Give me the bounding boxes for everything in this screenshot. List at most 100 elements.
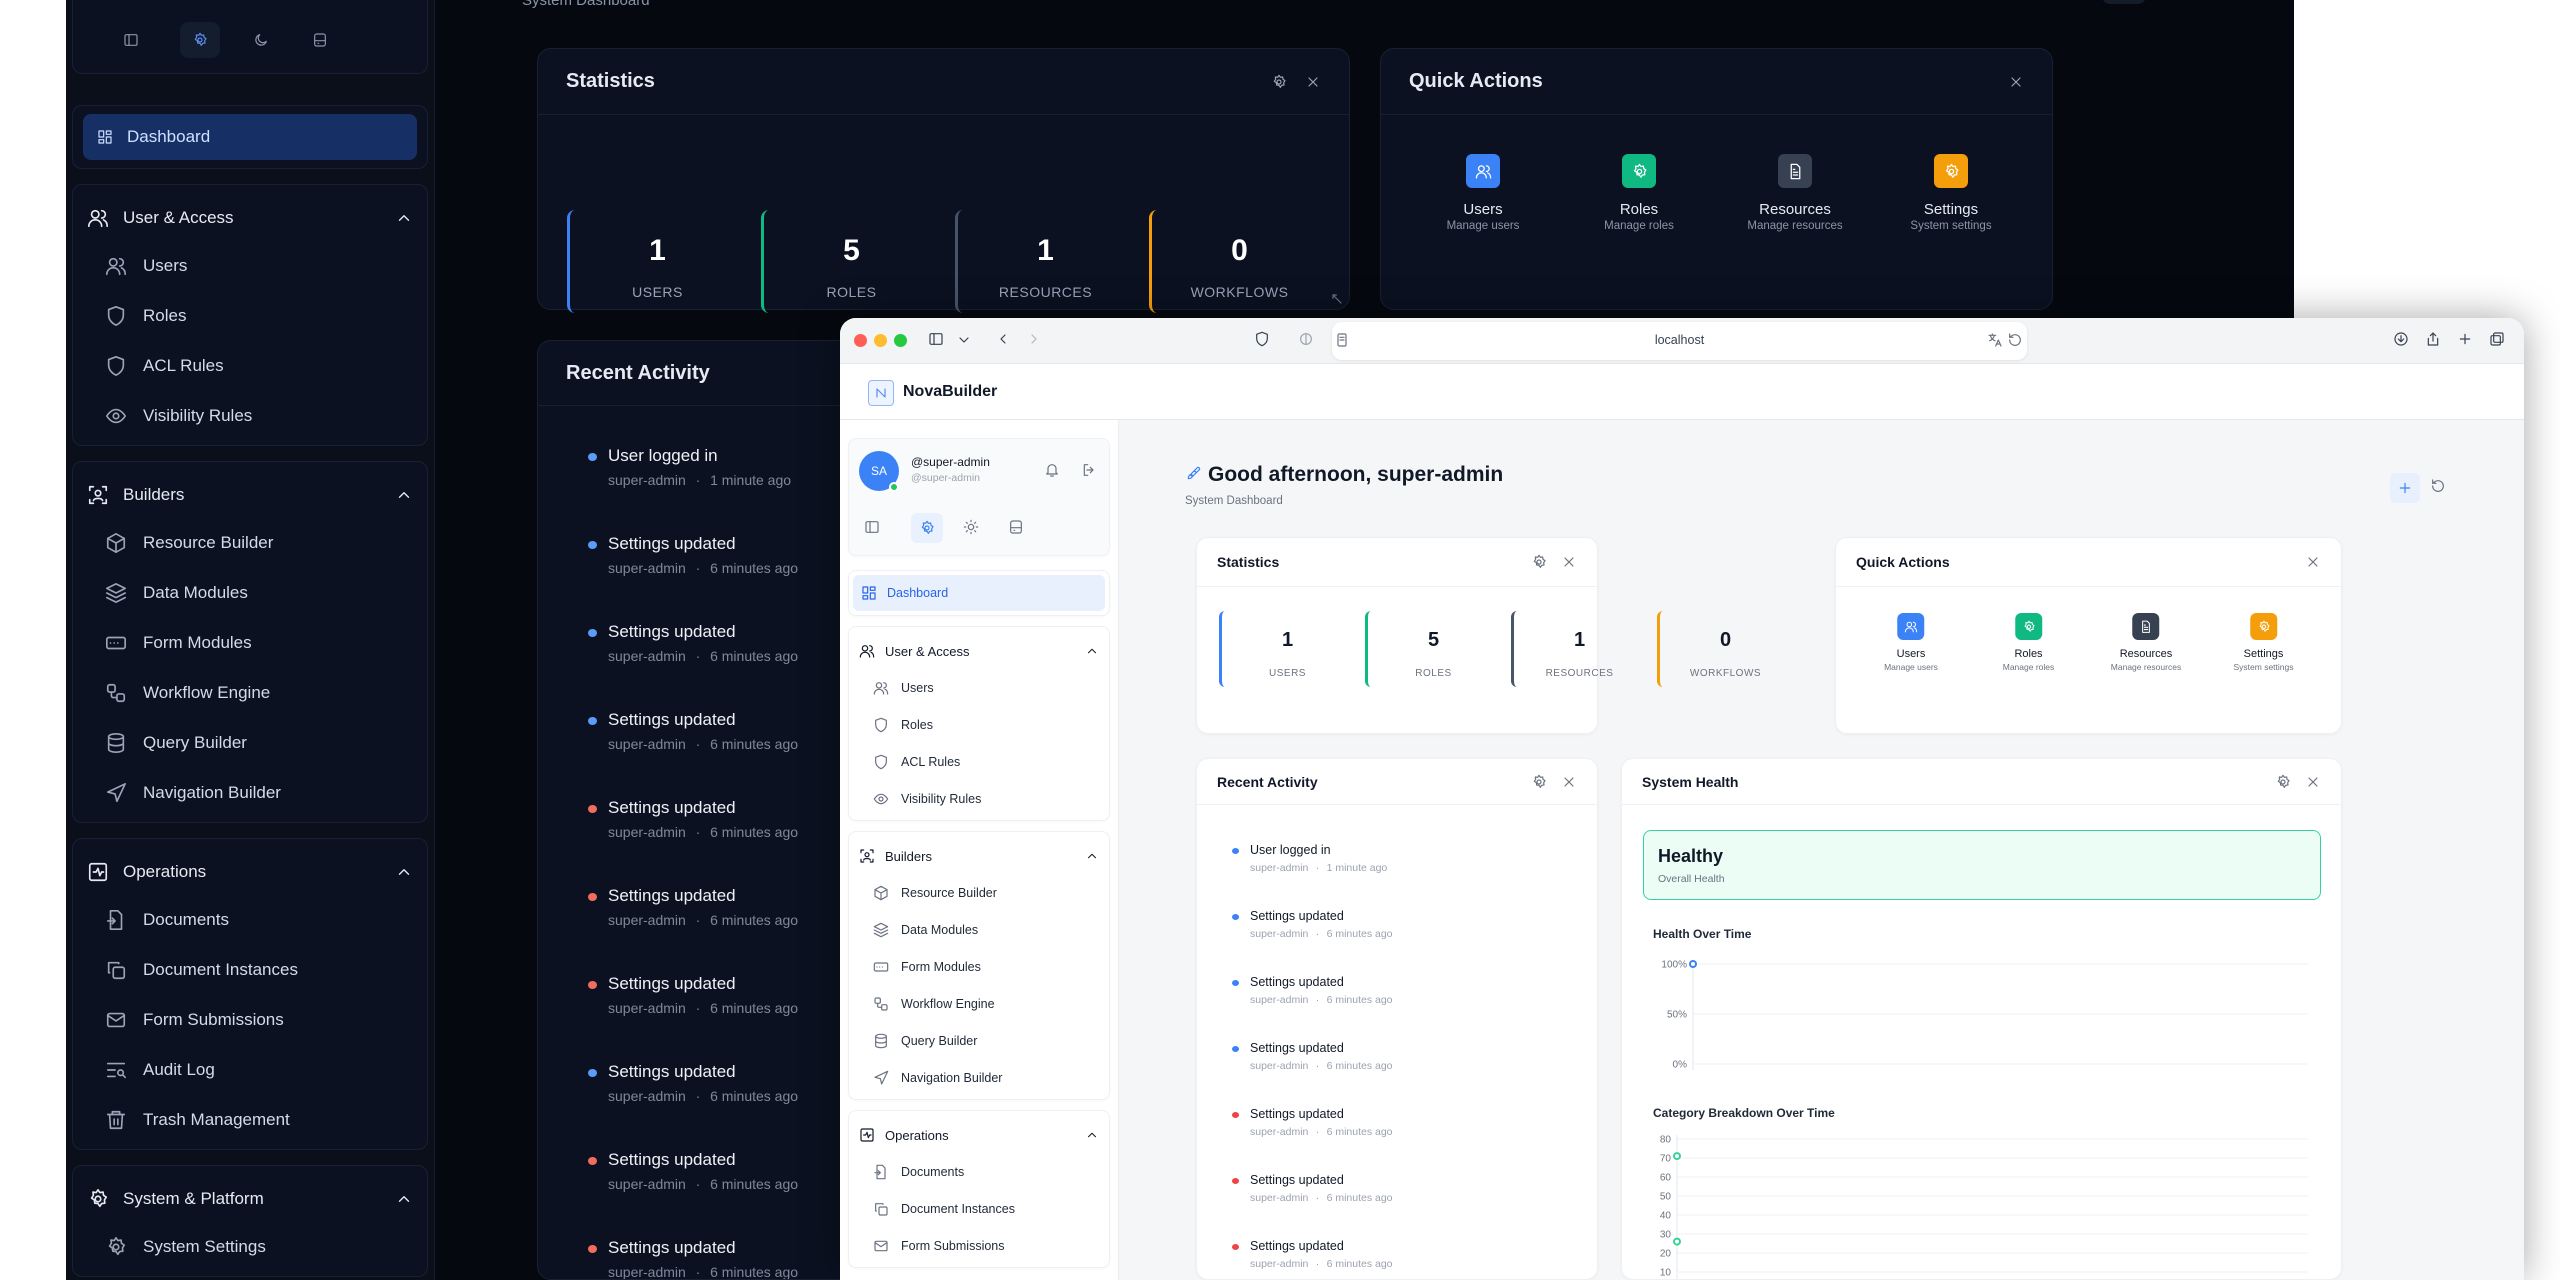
collapse-sidebar-icon[interactable] bbox=[111, 22, 151, 58]
sidebar-item[interactable]: Documents bbox=[73, 895, 427, 945]
close-icon[interactable] bbox=[1561, 554, 1577, 570]
sidebar-item[interactable]: System Settings bbox=[73, 1222, 427, 1272]
gear-icon[interactable] bbox=[1531, 554, 1547, 570]
translate-icon[interactable] bbox=[1987, 332, 2003, 348]
gear-icon[interactable] bbox=[1271, 74, 1287, 90]
close-icon[interactable] bbox=[2305, 774, 2321, 790]
quick-action-users[interactable]: Users Manage users bbox=[1852, 613, 1970, 672]
refresh-button[interactable] bbox=[2430, 478, 2446, 494]
activity-item[interactable]: Settings updated super-admin · 6 minutes a… bbox=[538, 974, 1349, 1019]
quick-action-resources[interactable]: Resources Manage resources bbox=[1717, 154, 1873, 232]
quick-action-roles[interactable]: Roles Manage roles bbox=[1561, 154, 1717, 232]
activity-item[interactable]: Settings updated super-admin · 6 minutes a… bbox=[538, 622, 1349, 667]
tab-overview-icon[interactable] bbox=[2489, 331, 2505, 347]
section-header-toggle[interactable]: User & Access bbox=[73, 195, 427, 241]
inbox-icon[interactable] bbox=[1008, 519, 1024, 535]
section-header-toggle[interactable]: Operations bbox=[73, 849, 427, 895]
moon-icon[interactable] bbox=[241, 22, 281, 58]
stat-workflows[interactable]: 0 WORKFLOWS bbox=[1149, 210, 1327, 313]
activity-item[interactable]: Settings updated super-admin · 6 minutes a… bbox=[538, 798, 1349, 843]
sidebar-item[interactable]: Query Builder bbox=[849, 1022, 1109, 1059]
sidebar-item[interactable]: Form Modules bbox=[849, 948, 1109, 985]
reader-icon[interactable] bbox=[1298, 331, 1314, 347]
activity-item[interactable]: Settings updated super-admin · 6 minutes a… bbox=[1197, 1041, 1597, 1074]
sidebar-item[interactable]: Form Submissions bbox=[849, 1227, 1109, 1264]
quick-action-roles[interactable]: Roles Manage roles bbox=[1970, 613, 2088, 672]
sidebar-item-dashboard[interactable]: Dashboard bbox=[83, 114, 417, 160]
new-tab-icon[interactable] bbox=[2457, 331, 2473, 347]
close-window-button[interactable] bbox=[854, 334, 867, 347]
sidebar-item[interactable]: Trash Management bbox=[73, 1095, 427, 1145]
activity-item[interactable]: Settings updated super-admin · 6 minutes a… bbox=[538, 710, 1349, 755]
sidebar-item[interactable]: Document Instances bbox=[849, 1190, 1109, 1227]
share-icon[interactable] bbox=[2425, 331, 2441, 347]
sidebar-item[interactable]: Audit Log bbox=[73, 1045, 427, 1095]
settings-mode-icon[interactable] bbox=[911, 513, 943, 543]
activity-item[interactable]: User logged in super-admin · 1 minute ago bbox=[1197, 843, 1597, 876]
sidebar-item[interactable]: Roles bbox=[849, 706, 1109, 743]
sidebar-item[interactable]: Visibility Rules bbox=[849, 780, 1109, 817]
activity-item[interactable]: Settings updated super-admin · 6 minutes a… bbox=[1197, 1239, 1597, 1272]
gear-icon[interactable] bbox=[1531, 774, 1547, 790]
sidebar-item[interactable]: Resource Builder bbox=[849, 874, 1109, 911]
sun-icon[interactable] bbox=[963, 519, 979, 535]
quick-action-resources[interactable]: Resources Manage resources bbox=[2087, 613, 2205, 672]
stat-resources[interactable]: 1 RESOURCES bbox=[1511, 611, 1645, 687]
sidebar-item[interactable]: Form Submissions bbox=[73, 995, 427, 1045]
sidebar-item[interactable]: ACL Rules bbox=[849, 743, 1109, 780]
quick-action-users[interactable]: Users Manage users bbox=[1405, 154, 1561, 232]
bell-icon[interactable] bbox=[1044, 462, 1060, 478]
inbox-icon[interactable] bbox=[300, 22, 340, 58]
sidebar-item[interactable]: Visibility Rules bbox=[73, 391, 427, 441]
sidebar-item[interactable]: Form Modules bbox=[73, 618, 427, 668]
activity-item[interactable]: Settings updated super-admin · 6 minutes a… bbox=[538, 534, 1349, 579]
add-widget-button[interactable] bbox=[2102, 0, 2146, 4]
activity-item[interactable]: Settings updated super-admin · 6 minutes a… bbox=[1197, 1107, 1597, 1140]
sidebar-item[interactable]: Users bbox=[849, 669, 1109, 706]
activity-item[interactable]: Settings updated super-admin · 6 minutes a… bbox=[1197, 909, 1597, 942]
close-icon[interactable] bbox=[2305, 554, 2321, 570]
sidebar-item[interactable]: Document Instances bbox=[73, 945, 427, 995]
quick-action-settings[interactable]: Settings System settings bbox=[1873, 154, 2029, 232]
stat-users[interactable]: 1 USERS bbox=[567, 210, 745, 313]
sidebar-item[interactable]: Query Builder bbox=[73, 718, 427, 768]
section-header-toggle[interactable]: System & Platform bbox=[73, 1176, 427, 1222]
forward-icon[interactable] bbox=[1026, 331, 1042, 347]
collapse-sidebar-icon[interactable] bbox=[864, 519, 880, 535]
close-icon[interactable] bbox=[1305, 74, 1321, 90]
download-icon[interactable] bbox=[2393, 331, 2409, 347]
stat-roles[interactable]: 5 ROLES bbox=[1365, 611, 1499, 687]
maximize-window-button[interactable] bbox=[894, 334, 907, 347]
stat-roles[interactable]: 5 ROLES bbox=[761, 210, 939, 313]
section-header-toggle[interactable]: Builders bbox=[73, 472, 427, 518]
activity-item[interactable]: Settings updated super-admin · 6 minutes a… bbox=[1197, 975, 1597, 1008]
back-icon[interactable] bbox=[995, 331, 1011, 347]
reload-icon[interactable] bbox=[2007, 332, 2023, 348]
close-icon[interactable] bbox=[1561, 774, 1577, 790]
sidebar-item[interactable]: Workflow Engine bbox=[73, 668, 427, 718]
sidebar-item[interactable]: Users bbox=[73, 241, 427, 291]
sidebar-item[interactable]: Documents bbox=[849, 1153, 1109, 1190]
logout-icon[interactable] bbox=[1081, 462, 1097, 478]
close-icon[interactable] bbox=[2008, 74, 2024, 90]
privacy-shield-icon[interactable] bbox=[1254, 331, 1270, 347]
stat-users[interactable]: 1 USERS bbox=[1219, 611, 1353, 687]
sidebar-item[interactable]: Navigation Builder bbox=[73, 768, 427, 818]
sidebar-item[interactable]: Data Modules bbox=[73, 568, 427, 618]
activity-item[interactable]: User logged in super-admin · 1 minute ago bbox=[538, 446, 1349, 491]
chevron-down-icon[interactable] bbox=[956, 332, 972, 348]
sidebar-item[interactable]: ACL Rules bbox=[73, 341, 427, 391]
quick-action-settings[interactable]: Settings System settings bbox=[2205, 613, 2323, 672]
activity-item[interactable]: Settings updated super-admin · 6 minutes a… bbox=[538, 886, 1349, 931]
activity-item[interactable]: Settings updated super-admin · 6 minutes a… bbox=[538, 1062, 1349, 1107]
section-header-toggle[interactable]: User & Access bbox=[849, 633, 1109, 669]
section-header-toggle[interactable]: Builders bbox=[849, 838, 1109, 874]
activity-item[interactable]: Settings updated super-admin · 6 minutes a… bbox=[538, 1150, 1349, 1195]
sidebar-item[interactable]: Resource Builder bbox=[73, 518, 427, 568]
minimize-window-button[interactable] bbox=[874, 334, 887, 347]
gear-icon[interactable] bbox=[2275, 774, 2291, 790]
settings-mode-icon[interactable] bbox=[180, 22, 220, 58]
sidebar-item[interactable]: Roles bbox=[73, 291, 427, 341]
section-header-toggle[interactable]: Operations bbox=[849, 1117, 1109, 1153]
stat-workflows[interactable]: 0 WORKFLOWS bbox=[1657, 611, 1791, 687]
